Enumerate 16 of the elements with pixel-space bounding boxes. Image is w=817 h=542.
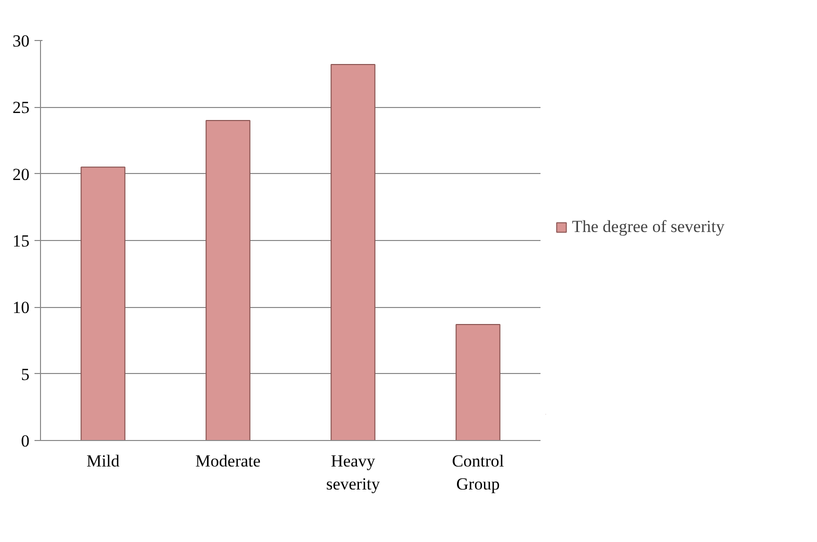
x-tick-label: Moderate — [195, 452, 261, 470]
bar — [456, 324, 500, 440]
bar — [80, 166, 126, 440]
bar — [206, 120, 250, 440]
y-tick-label: 10 — [12, 298, 30, 318]
x-tick-label: Control Group — [452, 452, 504, 494]
y-tick-label: 30 — [12, 32, 30, 50]
y-tick-label: 15 — [12, 232, 30, 250]
y-tick-label: 5 — [21, 364, 30, 384]
y-tick-label: 0 — [21, 432, 30, 450]
x-tick-label: Mild — [86, 452, 120, 470]
x-tick-label: Heavy severity — [326, 452, 380, 494]
legend-label: The degree of severity — [572, 217, 724, 237]
bar — [330, 64, 376, 440]
y-tick-label: 20 — [12, 164, 30, 184]
y-tick-label: 25 — [12, 98, 30, 118]
